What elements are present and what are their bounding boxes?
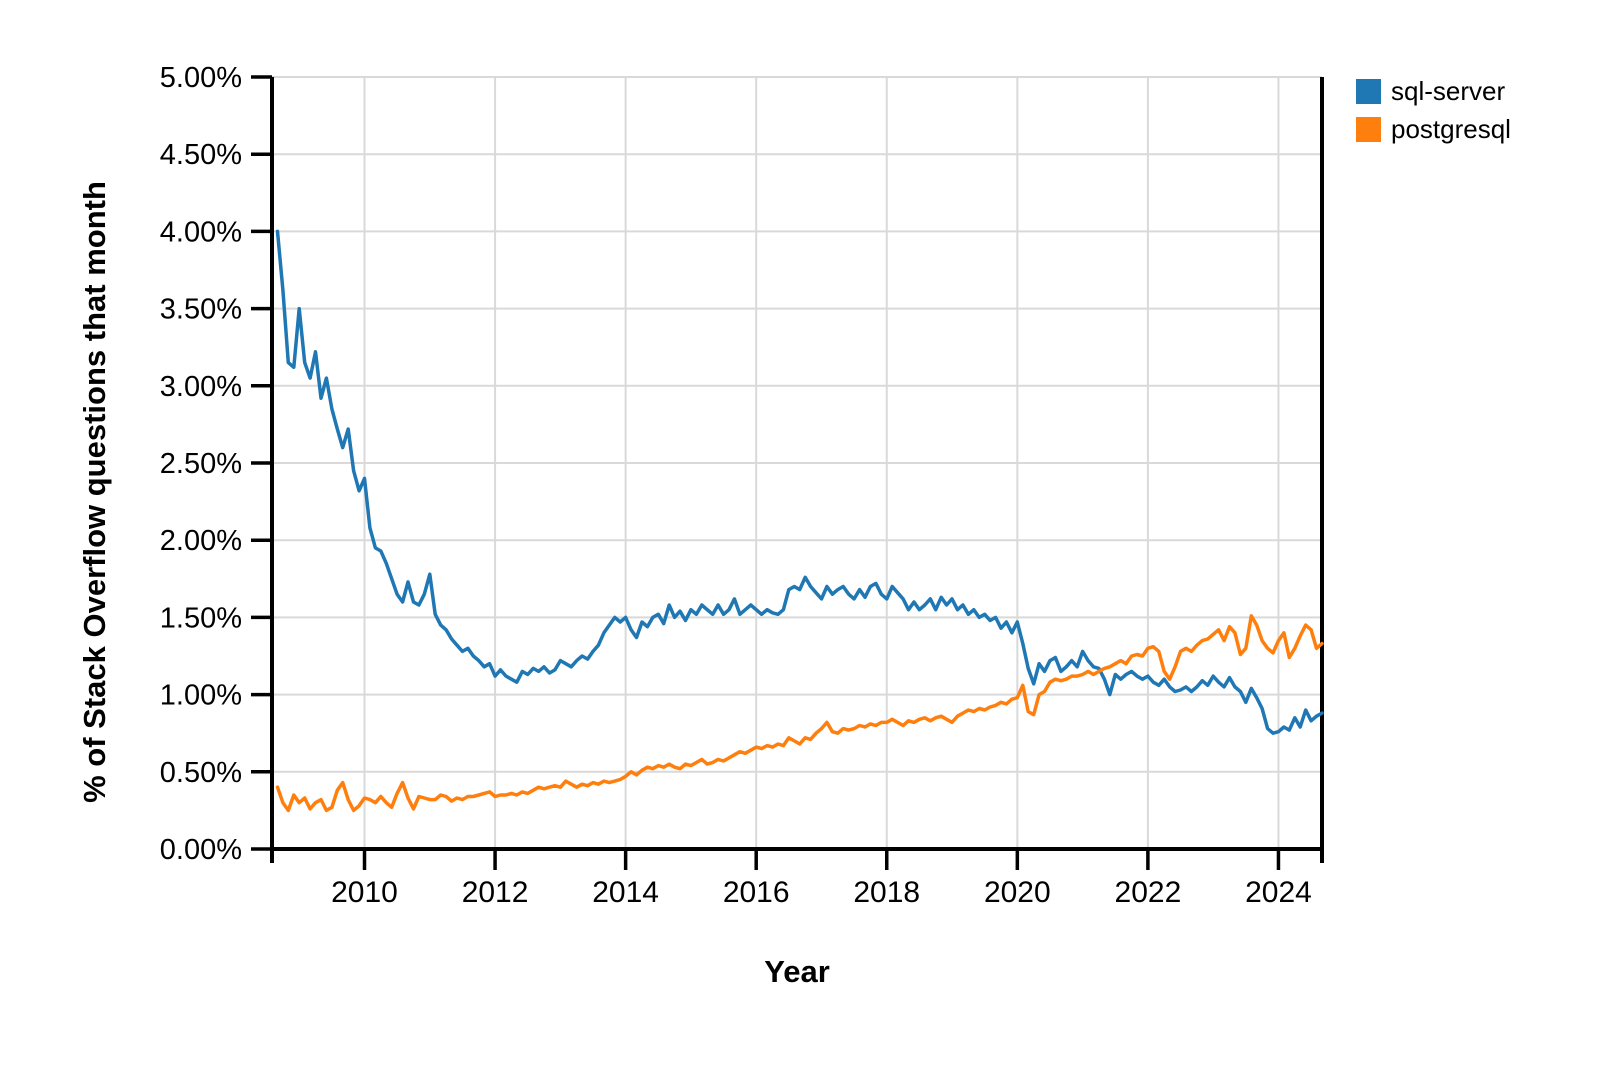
x-tick-label: 2012 <box>462 876 529 909</box>
y-tick-label: 0.00% <box>160 834 242 866</box>
y-tick-label: 5.00% <box>160 62 242 94</box>
x-tick-label: 2014 <box>592 876 659 909</box>
y-tick-label: 0.50% <box>160 757 242 789</box>
x-tick-label: 2020 <box>984 876 1051 909</box>
legend: sql-server postgresql <box>1356 78 1511 142</box>
legend-item-sql-server[interactable]: sql-server <box>1356 78 1511 104</box>
y-axis-title: % of Stack Overflow questions that month <box>77 181 112 803</box>
y-tick-label: 3.00% <box>160 371 242 403</box>
y-tick-label: 2.00% <box>160 525 242 557</box>
x-tick-label: 2022 <box>1115 876 1182 909</box>
y-tick-label: 1.50% <box>160 602 242 634</box>
y-tick-label: 4.00% <box>160 216 242 248</box>
legend-label: sql-server <box>1391 76 1506 106</box>
legend-item-postgresql[interactable]: postgresql <box>1356 116 1511 142</box>
legend-label: postgresql <box>1391 114 1511 144</box>
y-tick-label: 2.50% <box>160 448 242 480</box>
x-tick-label: 2018 <box>853 876 920 909</box>
x-axis-title: Year <box>764 954 830 989</box>
series-line-sql-server[interactable] <box>275 229 1324 735</box>
y-tick-label: 4.50% <box>160 139 242 171</box>
sql-server-swatch-icon <box>1356 78 1381 104</box>
y-tick-label: 1.00% <box>160 680 242 712</box>
x-tick-label: 2024 <box>1245 876 1312 909</box>
postgresql-swatch-icon <box>1356 116 1381 142</box>
y-tick-label: 3.50% <box>160 294 242 326</box>
x-tick-label: 2016 <box>723 876 790 909</box>
x-tick-label: 2010 <box>331 876 398 909</box>
series-line-postgresql[interactable] <box>275 614 1324 813</box>
